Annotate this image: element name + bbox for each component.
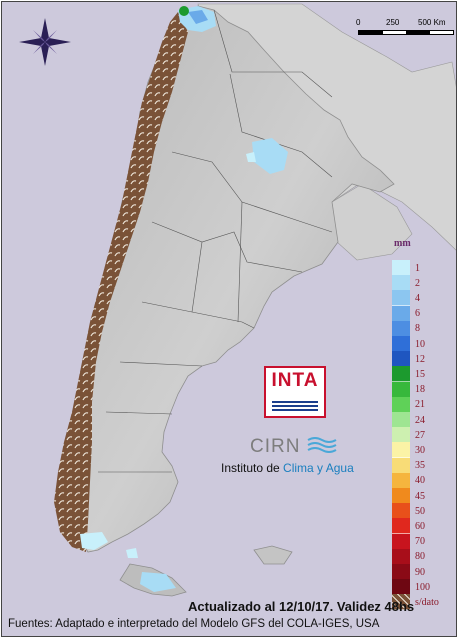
legend-label: 21 [415, 399, 425, 411]
legend-swatch [392, 366, 410, 383]
legend-swatch [392, 503, 410, 520]
legend-swatch [392, 320, 410, 337]
legend-swatch [392, 472, 410, 489]
cirn-waves-icon [307, 437, 337, 453]
legend-label: 12 [415, 353, 425, 365]
legend-swatch [392, 548, 410, 565]
legend-swatch [392, 290, 410, 307]
legend-label: 1 [415, 262, 420, 274]
legend-label: 15 [415, 368, 425, 380]
source-label: Fuentes: Adaptado e interpretado del Mod… [8, 618, 380, 630]
legend-item: 35 [392, 457, 452, 474]
legend-item: 1 [392, 260, 452, 276]
legend-label: 6 [415, 308, 420, 320]
legend-swatch [392, 305, 410, 322]
legend-item: 12 [392, 351, 452, 368]
legend-label: 90 [415, 566, 425, 578]
legend-item: 18 [392, 381, 452, 398]
inta-logo: INTA [264, 366, 326, 418]
legend-item: 40 [392, 472, 452, 489]
legend-item: s/dato [392, 594, 452, 611]
legend-label: s/dato [415, 596, 439, 608]
legend-swatch [392, 564, 410, 580]
legend-swatch [392, 427, 410, 444]
legend-label: 4 [415, 292, 420, 304]
legend-label: 27 [415, 429, 425, 441]
legend-unit: mm [394, 238, 411, 249]
legend-label: 50 [415, 505, 425, 517]
legend-item: 27 [392, 427, 452, 444]
legend-item: 100 [392, 579, 452, 596]
scale-label-250: 250 [386, 18, 400, 27]
updated-label: Actualizado al 12/10/17. Validez 48hs [188, 599, 415, 614]
legend-label: 24 [415, 414, 425, 426]
scale-bar-segments [358, 30, 454, 35]
legend-label: 18 [415, 384, 425, 396]
map-canvas [19, 3, 456, 597]
legend-item: 80 [392, 548, 452, 565]
legend-swatch [392, 260, 410, 276]
scale-label-500: 500 Km [418, 18, 446, 27]
legend-label: 10 [415, 338, 425, 350]
legend-swatch [392, 381, 410, 398]
instituto-highlight: Clima y Agua [283, 461, 354, 475]
instituto-prefix: Instituto de [221, 461, 284, 475]
legend-item: 8 [392, 320, 452, 337]
legend-label: 70 [415, 536, 425, 548]
legend-item: 10 [392, 336, 452, 352]
legend-swatch [392, 533, 410, 550]
legend-item: 50 [392, 503, 452, 520]
legend-swatch [392, 336, 410, 352]
legend-label: 60 [415, 520, 425, 532]
legend-label: 35 [415, 460, 425, 472]
legend-label: 8 [415, 323, 420, 335]
legend-item: 24 [392, 412, 452, 428]
legend-item: 4 [392, 290, 452, 307]
legend-item: 2 [392, 275, 452, 292]
legend-label: 100 [415, 581, 430, 593]
cirn-logo-text: CIRN [250, 436, 301, 457]
precipitation-areas [80, 6, 288, 592]
legend-item: 90 [392, 564, 452, 580]
legend-item: 30 [392, 442, 452, 459]
province-boundaries [98, 9, 333, 473]
legend-label: 45 [415, 490, 425, 502]
legend-item: 45 [392, 488, 452, 504]
legend-swatch [392, 518, 410, 535]
legend-swatch [392, 442, 410, 459]
legend-swatch [392, 396, 410, 413]
compass-rose-icon [19, 18, 71, 66]
scale-label-0: 0 [356, 18, 361, 27]
legend-label: 80 [415, 551, 425, 563]
legend-swatch [392, 457, 410, 474]
scale-bar: 0 250 500 Km [352, 16, 456, 40]
legend-item: 70 [392, 533, 452, 550]
malvinas [253, 545, 293, 565]
legend-item: 15 [392, 366, 452, 383]
precipitation-legend: mm 1 2 4 6 8 10 12 15 18 21 24 27 30 35 40 45 50 60 70 80 90… [390, 238, 456, 611]
instituto-label: Instituto de Clima y Agua [221, 461, 354, 475]
legend-item: 21 [392, 396, 452, 413]
legend-item: 60 [392, 518, 452, 535]
no-data-area-chile [54, 12, 188, 552]
legend-swatch [392, 351, 410, 368]
legend-swatch [392, 412, 410, 428]
legend-label: 2 [415, 277, 420, 289]
inta-logo-text: INTA [271, 370, 319, 391]
legend-item: 6 [392, 305, 452, 322]
legend-swatch [392, 579, 410, 596]
legend-label: 40 [415, 475, 425, 487]
legend-label: 30 [415, 444, 425, 456]
legend-swatch [392, 275, 410, 292]
legend-swatch [392, 594, 410, 611]
legend-swatch [392, 488, 410, 504]
